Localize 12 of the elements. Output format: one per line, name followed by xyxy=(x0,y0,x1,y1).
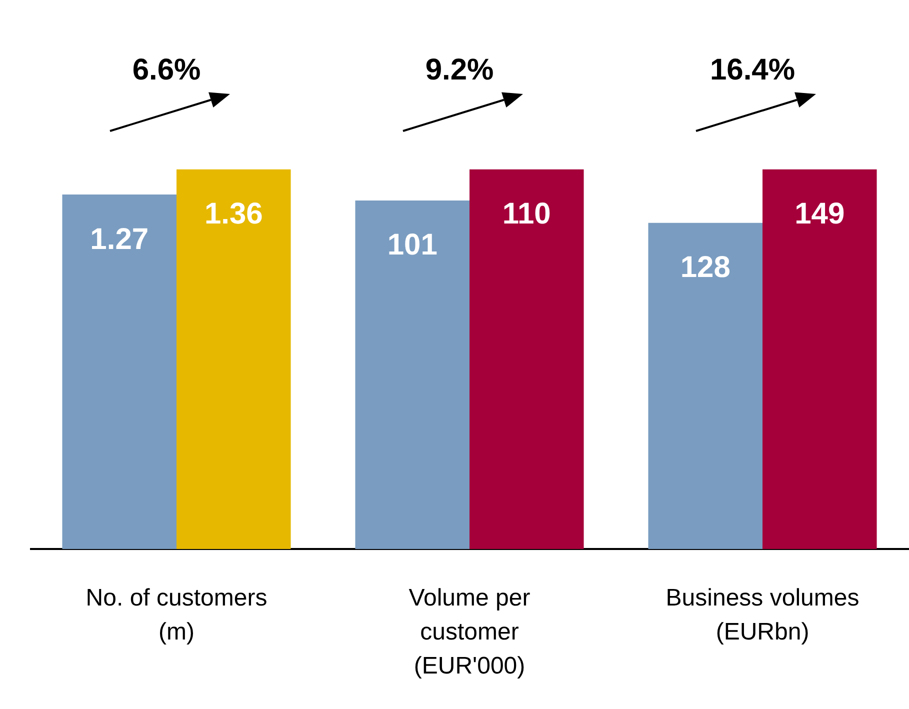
text: 9.2% xyxy=(425,54,494,87)
data-label: 149 xyxy=(794,198,845,231)
text: 6.6% xyxy=(132,54,201,87)
data-label: 101 xyxy=(387,228,438,262)
data-label: 1.27 xyxy=(90,222,149,256)
x-axis-title: Business volumes (EURbn) xyxy=(666,584,860,646)
text: 16.4% xyxy=(710,54,796,87)
data-label: 128 xyxy=(680,251,730,284)
x-axis-title: No. of customers (m) xyxy=(86,584,268,646)
data-label: 110 xyxy=(502,198,551,231)
x-axis-title: Volume per customer (EUR'000) xyxy=(408,584,530,680)
data-label: 1.36 xyxy=(204,198,263,231)
